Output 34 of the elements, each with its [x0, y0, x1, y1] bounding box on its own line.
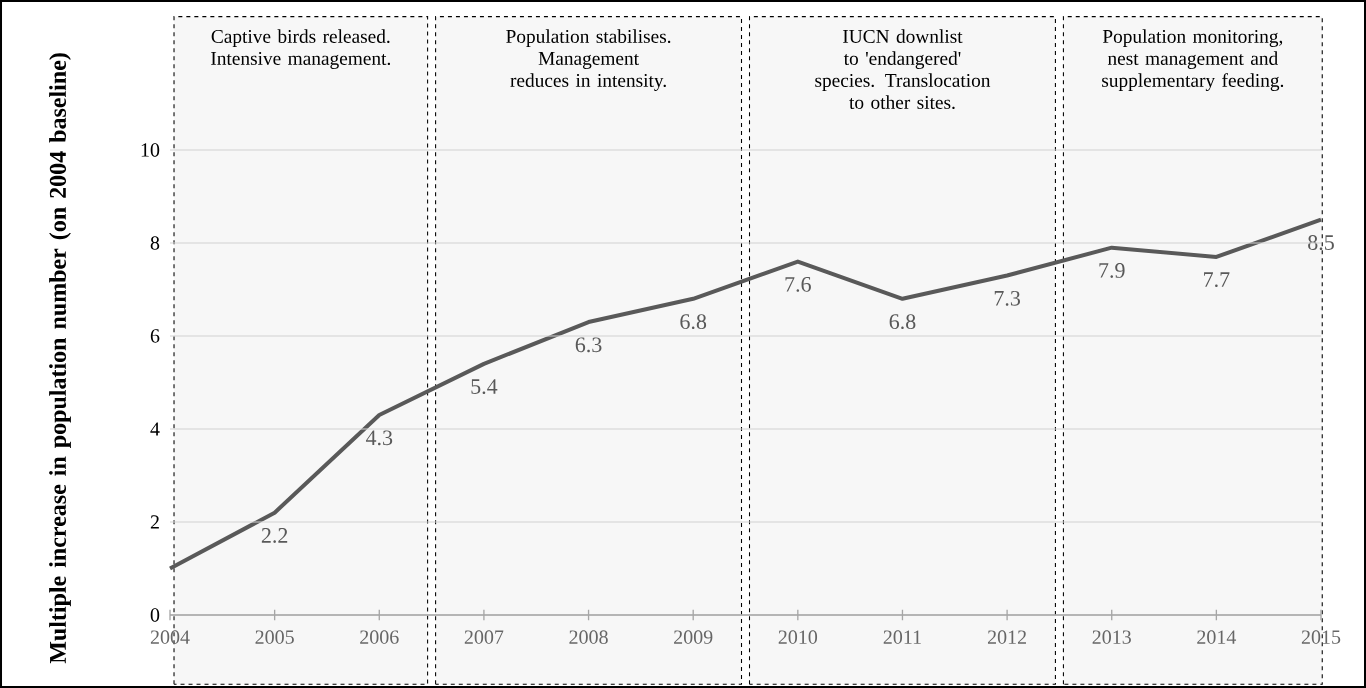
data-label: 6.3: [575, 337, 602, 353]
x-tick-label: 2011: [883, 630, 921, 644]
data-label: 8.5: [1308, 235, 1334, 251]
data-label: 6.8: [680, 314, 707, 330]
x-tick-label: 2014: [1197, 630, 1237, 644]
x-tick-label: 2012: [987, 630, 1026, 644]
y-axis-title: Multiple increase in population number (on 2004 baseline): [49, 53, 71, 664]
x-tick-label: 2004: [150, 630, 190, 644]
data-label: 2.2: [261, 528, 288, 543]
x-tick-label: 2013: [1092, 630, 1131, 644]
data-label: 7.6: [785, 276, 811, 292]
x-tick-label: 2015: [1301, 630, 1341, 644]
y-tick-label: 0: [150, 608, 160, 622]
y-tick-label: 2: [150, 515, 159, 529]
data-label: 7.9: [1099, 263, 1125, 278]
x-tick-label: 2005: [255, 630, 294, 644]
x-tick-label: 2006: [360, 630, 399, 644]
band-label: IUCN downlist to 'endangered' species. Translocation to other sites.: [815, 29, 991, 110]
y-tick-label: 4: [150, 422, 160, 436]
band-label: Population stabilises. Management reduces in intensity.: [506, 29, 671, 91]
data-label: 4.3: [365, 430, 393, 446]
data-label: 5.4: [471, 379, 498, 395]
x-tick-label: 2009: [674, 630, 713, 644]
x-tick-label: 2007: [464, 630, 504, 644]
band-label: Population monitoring, nest management and supplementary feeding.: [1102, 29, 1284, 91]
data-label: 7.7: [1204, 272, 1230, 288]
x-tick-label: 2008: [569, 630, 608, 644]
data-label: 6.8: [889, 314, 916, 330]
y-tick-label: 6: [150, 329, 160, 343]
band-label: Captive birds released. Intensive management.: [211, 29, 391, 69]
data-label: 7.3: [994, 290, 1020, 306]
x-tick-label: 2010: [778, 630, 818, 644]
y-tick-label: 8: [150, 236, 160, 250]
y-tick-label: 10: [141, 143, 160, 157]
